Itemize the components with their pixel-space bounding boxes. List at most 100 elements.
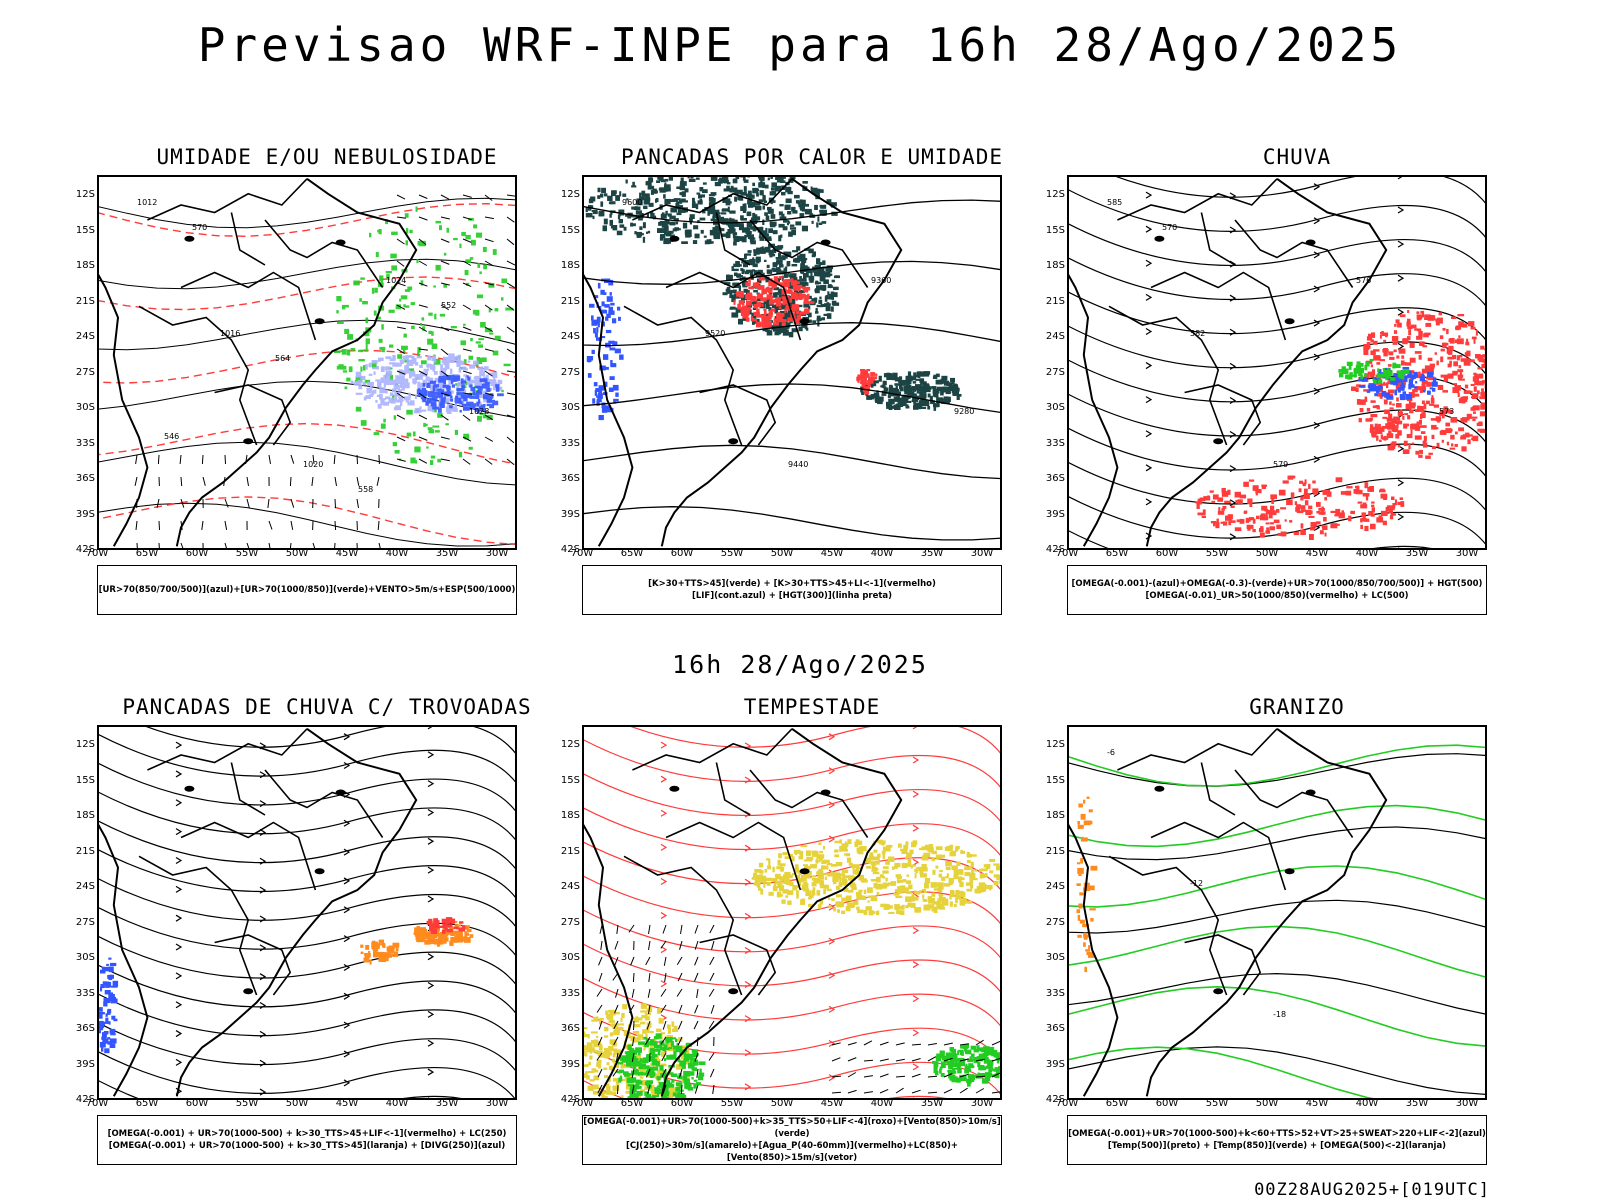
lon-label: 70W (570, 1098, 594, 1109)
k-tts-teal-ocean-cell (861, 391, 864, 395)
k-tts-teal-cell (799, 199, 803, 204)
k-tts-teal-cell (626, 198, 629, 201)
k-tts-teal-cell (592, 215, 595, 220)
jet-yellow-cell (854, 841, 859, 847)
k-tts-teal-cell (791, 229, 796, 236)
jet-yellow-cell (996, 874, 1002, 881)
jet-yellow-cell (922, 899, 928, 902)
humidity-lightblue-cell (433, 371, 438, 375)
jet-yellow-sw-cell (604, 1048, 610, 1054)
k-tts-teal-cell (632, 181, 635, 187)
omega-red-cell (1396, 403, 1402, 408)
wind850-vectors-se-arrow (863, 1059, 874, 1062)
omega-red-cell (1439, 335, 1444, 339)
humidity-lightblue-cell (350, 380, 354, 384)
k-tts-teal-center-cell (772, 262, 778, 268)
omega-red-south-cell (1308, 515, 1315, 518)
humidity-blue-cell (461, 380, 466, 384)
k-tts-teal-cell (811, 187, 818, 193)
jet-yellow-sw-cell (650, 1091, 654, 1094)
k-tts-teal-center-cell (741, 261, 744, 264)
k-tts-teal-cell (588, 205, 594, 209)
contour-labels-text: 564 (275, 354, 290, 363)
humidity-green-cell (475, 341, 481, 344)
omega-red-cell (1445, 428, 1452, 434)
omega-red-cell (1402, 415, 1405, 420)
omega-red-cell (1382, 437, 1389, 440)
omega-red-cell (1449, 447, 1456, 450)
omega-red-south-cell (1221, 488, 1226, 493)
omega-green-cell (1359, 367, 1364, 374)
humidity-green-cell (406, 432, 412, 437)
humidity-green-cell (365, 317, 369, 324)
humidity-blue-cell (421, 388, 427, 391)
contour-labels-text: 579 (1273, 460, 1288, 469)
k-tts-teal-cell (785, 187, 792, 193)
divg-blue-cell (109, 1043, 116, 1048)
jet-yellow-sw-cell (612, 1053, 616, 1058)
lon-label: 50W (285, 548, 309, 559)
jet-yellow-cell (877, 861, 880, 865)
k-tts-teal-center-cell (733, 284, 741, 288)
lat-label: 42S (1045, 544, 1065, 555)
border-line-2 (138, 305, 258, 446)
jet-yellow-cell (821, 859, 826, 864)
jet-yellow-cell (943, 883, 951, 887)
thunder-red-cell (458, 928, 465, 932)
k-tts-teal-cell (687, 175, 690, 179)
jet-yellow-cell (802, 881, 808, 884)
wind850-green-cell (684, 1079, 690, 1083)
wind850-vectors-se-arrow (831, 1075, 842, 1078)
jet-yellow-cell (837, 887, 841, 890)
humidity-green-cell (412, 459, 417, 463)
jet-yellow-sw-cell (648, 1087, 654, 1091)
streamlines-black-line (97, 1021, 517, 1073)
k-tts-teal-cell (768, 228, 773, 233)
jet-yellow-cell (837, 909, 840, 913)
border-line-3 (214, 384, 292, 446)
li-red-cell (804, 308, 810, 312)
omega-red-cell (1366, 336, 1373, 341)
k-tts-teal-cell (625, 179, 628, 184)
streamlines-black-arrow (1313, 455, 1321, 463)
wind850-vectors-arrow (710, 1004, 715, 1014)
k-tts-teal-center-cell (814, 271, 820, 276)
omega-blue-cell (1386, 395, 1394, 400)
k-tts-teal-cell (644, 197, 650, 204)
omega-green-cell (1354, 368, 1361, 374)
jet-yellow-cell (921, 867, 928, 872)
k-tts-teal-center-cell (781, 275, 784, 282)
humidity-blue-cell (432, 385, 436, 392)
omega-green-cell (1386, 370, 1393, 376)
jet-yellow-cell (844, 853, 850, 856)
jet-yellow-cell (888, 911, 895, 914)
jet-yellow-cell (859, 909, 864, 913)
omega-red-south-cell (1362, 518, 1367, 522)
li-red-cell (752, 282, 760, 287)
streamlines-black-arrow (343, 848, 351, 856)
humidity-lightblue-cell (448, 379, 453, 385)
li-red-cell (777, 282, 784, 286)
li-red-cell (778, 276, 783, 279)
k-tts-teal-ocean-cell (900, 387, 904, 392)
omega-red-south-cell (1271, 498, 1274, 504)
wind850-green-se-cell (976, 1045, 980, 1050)
wind850-vectors-se-arrow (975, 1058, 985, 1062)
li-red-cell (784, 308, 787, 314)
jet-yellow-cell (848, 862, 853, 866)
k-tts-teal-cell (731, 229, 735, 233)
k-tts-teal-center-cell (808, 319, 812, 323)
wind850-green-cell (692, 1067, 698, 1072)
divg-blue-cell (100, 969, 106, 974)
k-tts-teal-ocean-cell (905, 384, 912, 391)
omega-red-cell (1407, 325, 1413, 330)
omega-red-cell (1433, 427, 1437, 430)
streamlines-red-arrow (744, 912, 752, 920)
li-red-cell (796, 287, 801, 291)
omega-red-south-cell (1371, 507, 1375, 513)
humidity-green-cell (375, 252, 379, 258)
k-tts-teal-cell (636, 198, 641, 201)
wind850-vectors-arrow (663, 956, 667, 966)
